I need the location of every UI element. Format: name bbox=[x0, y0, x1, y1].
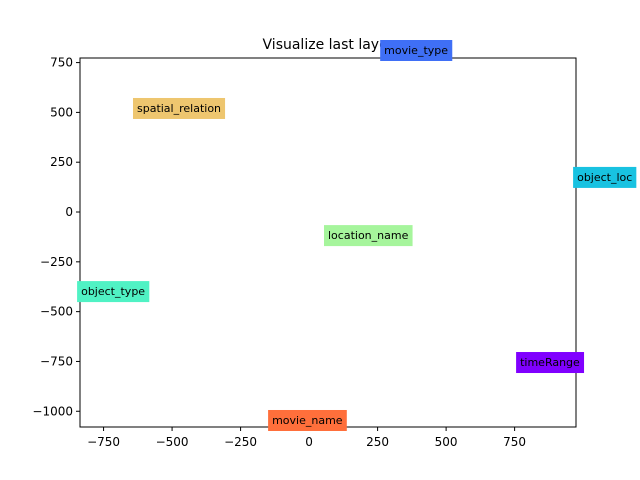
x-tick-label: −750 bbox=[87, 435, 120, 449]
label-box bbox=[573, 166, 637, 188]
x-tick-label: 500 bbox=[435, 435, 458, 449]
y-tick-label: −1000 bbox=[32, 404, 73, 418]
x-tick-label: −500 bbox=[156, 435, 189, 449]
x-tick-label: 250 bbox=[366, 435, 389, 449]
point-label: movie_name bbox=[272, 414, 343, 427]
point-label: location_name bbox=[328, 229, 409, 242]
label-point: movie_type bbox=[380, 40, 453, 61]
x-tick-label: 750 bbox=[503, 435, 526, 449]
y-tick-label: −750 bbox=[40, 354, 73, 368]
label-point: object_loc bbox=[573, 166, 637, 188]
y-tick-label: 750 bbox=[50, 56, 73, 70]
point-label: timeRange bbox=[520, 356, 580, 369]
label-point: location_name bbox=[324, 225, 413, 247]
label-point: spatial_relation bbox=[132, 97, 226, 119]
x-tick-label: 0 bbox=[305, 435, 313, 449]
x-tick-label: −250 bbox=[224, 435, 257, 449]
label-point: movie_name bbox=[268, 409, 347, 431]
point-label: spatial_relation bbox=[137, 102, 221, 115]
label-box bbox=[268, 409, 347, 431]
label-box bbox=[324, 225, 413, 247]
label-box bbox=[380, 40, 453, 61]
point-label: object_loc bbox=[577, 171, 632, 184]
y-tick-label: 250 bbox=[50, 155, 73, 169]
y-tick-label: 0 bbox=[65, 205, 73, 219]
y-tick-label: −250 bbox=[40, 255, 73, 269]
point-label: object_type bbox=[81, 285, 145, 298]
y-tick-label: −500 bbox=[40, 305, 73, 319]
label-box bbox=[132, 97, 226, 119]
label-box bbox=[77, 281, 150, 303]
chart-title: Visualize last layer bbox=[263, 37, 394, 53]
label-point: timeRange bbox=[516, 352, 585, 374]
label-box bbox=[516, 352, 585, 374]
point-label: movie_type bbox=[384, 44, 448, 57]
y-tick-label: 500 bbox=[50, 105, 73, 119]
label-point: object_type bbox=[77, 281, 150, 303]
